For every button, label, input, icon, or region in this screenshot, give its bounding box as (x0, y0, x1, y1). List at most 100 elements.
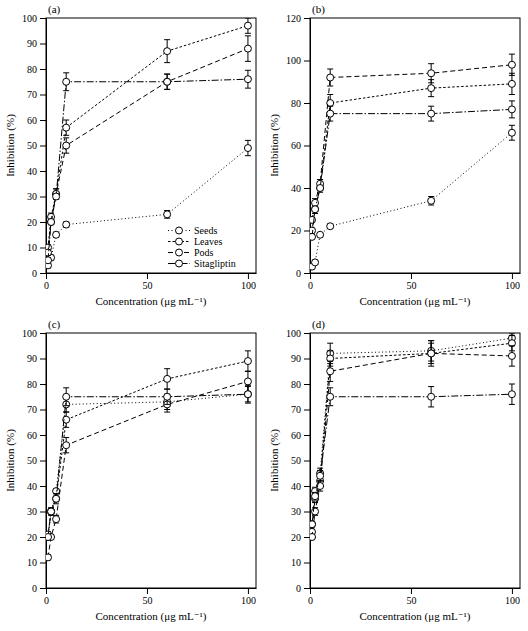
error-bar (509, 384, 515, 404)
y-tick-mark (40, 248, 46, 249)
x-tick-label: 50 (142, 595, 152, 606)
error-bar (245, 140, 251, 155)
panel: 050100020406080100120Concentration (μg m… (268, 3, 521, 308)
panel-label: (b) (312, 3, 325, 16)
y-tick-label: 90 (27, 38, 37, 49)
y-tick-mark (40, 512, 46, 513)
plot-frame (310, 18, 520, 273)
marker (244, 378, 251, 385)
x-axis-title: Concentration (μg mL⁻¹) (360, 610, 471, 623)
marker (244, 45, 251, 52)
marker (48, 219, 55, 226)
x-tick-label: 0 (308, 595, 313, 606)
y-tick-label: 70 (27, 404, 37, 415)
y-tick-mark (304, 188, 310, 189)
y-tick: 90 (27, 38, 46, 49)
y-tick-label: 10 (291, 557, 301, 568)
marker (327, 368, 334, 375)
y-tick: 80 (27, 64, 46, 75)
series-line (312, 109, 512, 237)
y-tick-label: 60 (27, 430, 37, 441)
y-tick-mark (304, 461, 310, 462)
marker (428, 85, 435, 92)
marker (48, 508, 55, 515)
y-tick-mark (40, 273, 46, 274)
x-tick-mark (147, 273, 148, 279)
y-tick: 10 (27, 557, 46, 568)
y-tick-label: 80 (291, 98, 301, 109)
x-tick-label: 0 (44, 280, 49, 291)
marker (508, 80, 515, 87)
marker (164, 211, 171, 218)
y-tick: 60 (27, 430, 46, 441)
y-tick-mark (40, 333, 46, 334)
error-bar (63, 138, 69, 153)
y-tick: 100 (286, 55, 310, 66)
y-tick-label: 30 (27, 191, 37, 202)
marker (63, 142, 70, 149)
y-tick-label: 20 (291, 532, 301, 543)
y-tick-label: 100 (286, 55, 301, 66)
y-axis-line (310, 334, 311, 589)
y-tick-label: 60 (291, 140, 301, 151)
y-tick-label: 40 (27, 481, 37, 492)
y-tick-label: 20 (291, 225, 301, 236)
y-tick: 20 (27, 217, 46, 228)
y-tick-label: 40 (291, 481, 301, 492)
marker (244, 145, 251, 152)
panel-label: (a) (48, 3, 61, 16)
error-bar (317, 184, 323, 193)
y-axis-line (46, 19, 47, 274)
legend-item: Pods (168, 247, 214, 258)
y-tick-mark (304, 273, 310, 274)
y-tick-label: 100 (286, 328, 301, 339)
error-bar (164, 211, 170, 219)
y-tick: 0 (296, 583, 310, 594)
y-axis-title: Inhibition (%) (268, 114, 281, 177)
marker (312, 206, 319, 213)
marker (244, 391, 251, 398)
y-tick: 30 (291, 506, 310, 517)
y-tick: 50 (27, 455, 46, 466)
error-bar (327, 361, 333, 381)
marker (312, 259, 319, 266)
error-bar (327, 69, 333, 86)
series-line (312, 343, 512, 532)
error-bar (245, 18, 251, 33)
marker (244, 76, 251, 83)
x-tick-mark (46, 588, 47, 594)
x-tick: 0 (44, 588, 49, 606)
marker (164, 48, 171, 55)
x-tick-label: 0 (308, 280, 313, 291)
y-axis-title: Inhibition (%) (4, 114, 17, 177)
y-tick: 100 (22, 13, 46, 24)
panel: 0501000102030405060708090100Concentratio… (4, 3, 257, 308)
x-tick: 50 (142, 588, 152, 606)
y-tick: 50 (27, 140, 46, 151)
y-tick: 60 (291, 430, 310, 441)
y-tick-label: 40 (291, 183, 301, 194)
y-tick: 100 (22, 328, 46, 339)
y-tick-mark (304, 563, 310, 564)
figure: 0501000102030405060708090100Concentratio… (0, 0, 528, 631)
marker (48, 219, 55, 226)
y-tick-mark (304, 359, 310, 360)
error-bar (310, 522, 315, 527)
marker (428, 350, 435, 357)
x-tick-mark (411, 273, 412, 279)
marker (244, 391, 251, 398)
error-bar (164, 40, 170, 63)
marker (164, 78, 171, 85)
series-line (48, 148, 248, 265)
x-axis: 0 50 100 (44, 588, 257, 606)
y-tick: 40 (27, 481, 46, 492)
y-tick: 70 (291, 404, 310, 415)
y-tick: 90 (27, 353, 46, 364)
marker (428, 393, 435, 400)
x-tick-mark (411, 588, 412, 594)
y-axis-line (46, 334, 47, 589)
x-axis-title: Concentration (μg mL⁻¹) (96, 295, 207, 308)
error-bar (48, 219, 54, 224)
marker (48, 508, 55, 515)
x-tick-label: 100 (241, 595, 256, 606)
